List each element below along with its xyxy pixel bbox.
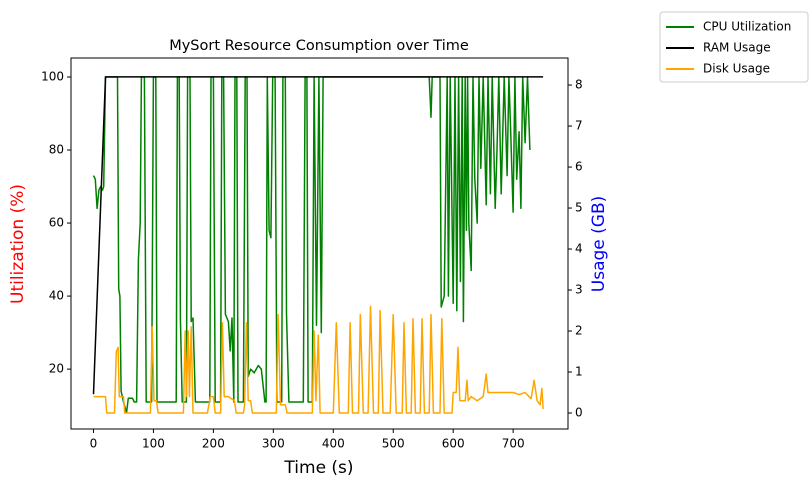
y2-tick-label: 3: [575, 283, 583, 297]
x-tick-label: 200: [202, 437, 225, 451]
chart-title: MySort Resource Consumption over Time: [169, 38, 469, 54]
x-tick-label: 0: [90, 437, 98, 451]
y-tick-label: 60: [49, 216, 64, 230]
x-tick-label: 100: [142, 437, 165, 451]
x-tick-label: 400: [322, 437, 345, 451]
y-tick-label: 80: [49, 143, 64, 157]
plot-frame: [70, 57, 569, 430]
legend-label: RAM Usage: [703, 41, 771, 55]
y-axis-label: Utilization (%): [8, 184, 28, 304]
y2-tick-label: 7: [575, 119, 583, 133]
y2-axis-label: Usage (GB): [589, 196, 609, 292]
series-line: [92, 76, 544, 395]
legend-box: [659, 11, 809, 83]
legend-label: CPU Utilization: [703, 20, 791, 34]
y2-tick-label: 0: [575, 406, 583, 420]
legend-label: Disk Usage: [703, 62, 770, 76]
x-tick-label: 300: [262, 437, 285, 451]
y-tick-label: 20: [49, 362, 64, 376]
y2-tick-label: 5: [575, 201, 583, 215]
y2-tick-label: 6: [575, 160, 583, 174]
y2-tick-label: 4: [575, 242, 583, 256]
y-tick-label: 40: [49, 289, 64, 303]
x-tick-label: 500: [382, 437, 405, 451]
x-tick-label: 600: [442, 437, 465, 451]
x-tick-label: 700: [502, 437, 525, 451]
y2-tick-label: 1: [575, 365, 583, 379]
y2-tick-label: 2: [575, 324, 583, 338]
x-axis-label: Time (s): [283, 458, 353, 478]
y-tick-label: 100: [41, 69, 64, 83]
y2-tick-label: 8: [575, 78, 583, 92]
series-line: [93, 305, 544, 414]
series-line: [92, 76, 531, 414]
